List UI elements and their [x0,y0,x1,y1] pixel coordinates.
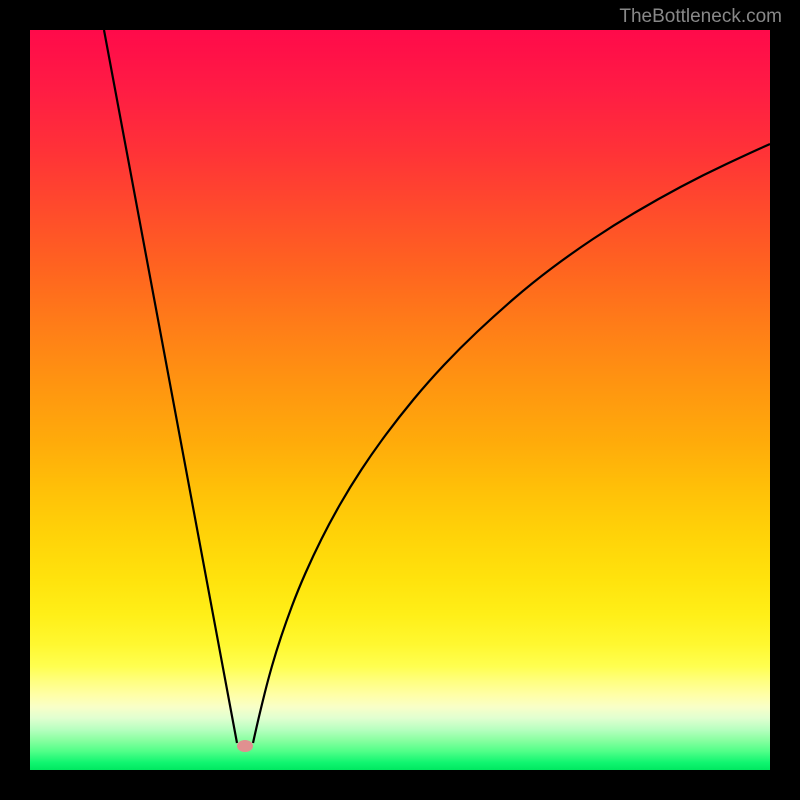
minimum-marker [237,740,253,752]
curve-line [30,30,770,770]
chart-area [30,30,770,770]
watermark-text: TheBottleneck.com [619,6,782,28]
